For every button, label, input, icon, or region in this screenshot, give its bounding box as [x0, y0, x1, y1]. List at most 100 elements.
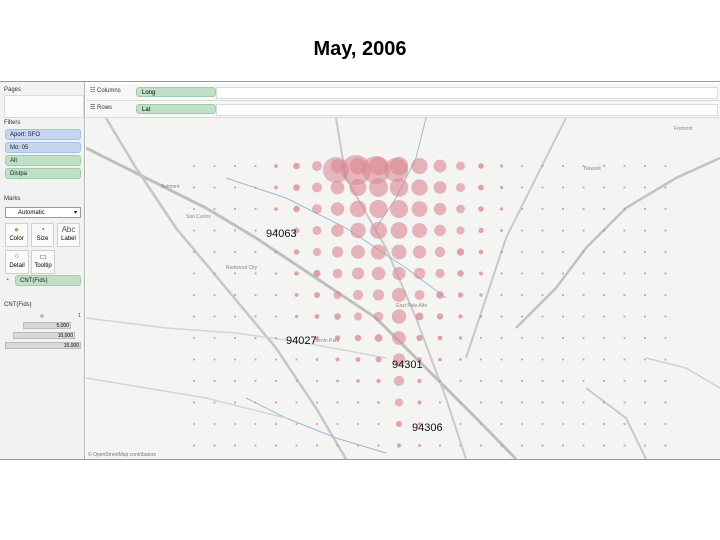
count-bubble[interactable]: [436, 313, 444, 320]
count-bubble[interactable]: [602, 336, 606, 340]
count-bubble[interactable]: [295, 444, 298, 447]
count-bubble[interactable]: [434, 224, 446, 237]
count-bubble[interactable]: [520, 250, 524, 254]
count-bubble[interactable]: [413, 267, 426, 280]
count-bubble[interactable]: [541, 250, 544, 254]
count-bubble[interactable]: [312, 204, 322, 214]
count-bubble[interactable]: [254, 272, 257, 275]
count-bubble[interactable]: [312, 161, 322, 171]
count-bubble[interactable]: [391, 309, 407, 324]
count-bubble[interactable]: [456, 226, 465, 235]
count-bubble[interactable]: [293, 184, 300, 191]
count-bubble[interactable]: [417, 400, 422, 405]
count-bubble[interactable]: [520, 315, 524, 318]
count-bubble[interactable]: [192, 401, 196, 404]
count-bubble[interactable]: [370, 244, 387, 260]
count-bubble[interactable]: [391, 244, 407, 260]
count-bubble[interactable]: [389, 178, 409, 197]
count-bubble[interactable]: [293, 205, 300, 213]
count-bubble[interactable]: [192, 422, 196, 426]
count-bubble[interactable]: [293, 162, 300, 170]
count-bubble[interactable]: [254, 293, 257, 297]
count-bubble[interactable]: [459, 444, 462, 447]
count-bubble[interactable]: [602, 207, 606, 211]
count-bubble[interactable]: [313, 269, 321, 278]
count-bubble[interactable]: [233, 379, 237, 383]
count-bubble[interactable]: [623, 186, 626, 189]
count-bubble[interactable]: [479, 379, 483, 383]
count-bubble[interactable]: [392, 331, 406, 345]
count-bubble[interactable]: [213, 315, 216, 318]
count-bubble[interactable]: [377, 422, 380, 426]
count-bubble[interactable]: [192, 229, 196, 232]
count-bubble[interactable]: [664, 164, 667, 168]
count-bubble[interactable]: [643, 401, 647, 404]
count-bubble[interactable]: [295, 422, 298, 426]
count-bubble[interactable]: [459, 358, 462, 361]
count-bubble[interactable]: [333, 290, 342, 300]
count-bubble[interactable]: [561, 358, 565, 361]
count-bubble[interactable]: [479, 336, 483, 340]
count-bubble[interactable]: [369, 199, 388, 219]
count-bubble[interactable]: [370, 222, 387, 239]
count-bubble[interactable]: [479, 358, 483, 361]
count-bubble[interactable]: [582, 444, 585, 447]
count-bubble[interactable]: [520, 336, 524, 340]
count-bubble[interactable]: [323, 157, 349, 183]
count-bubble[interactable]: [561, 315, 565, 318]
count-bubble[interactable]: [457, 270, 464, 277]
count-bubble[interactable]: [330, 180, 345, 195]
count-bubble[interactable]: [500, 422, 503, 426]
count-bubble[interactable]: [376, 378, 381, 384]
count-bubble[interactable]: [664, 186, 667, 189]
count-bubble[interactable]: [623, 164, 626, 168]
count-bubble[interactable]: [233, 186, 237, 189]
filter-pill[interactable]: Alt: [5, 155, 81, 166]
count-bubble[interactable]: [561, 229, 565, 232]
count-bubble[interactable]: [541, 358, 544, 361]
count-bubble[interactable]: [602, 229, 606, 232]
count-bubble[interactable]: [233, 272, 237, 275]
count-bubble[interactable]: [561, 401, 565, 404]
count-bubble[interactable]: [233, 164, 237, 168]
count-bubble[interactable]: [623, 336, 626, 340]
count-bubble[interactable]: [582, 379, 585, 383]
count-bubble[interactable]: [561, 444, 565, 447]
count-bubble[interactable]: [643, 336, 647, 340]
count-bubble[interactable]: [192, 444, 196, 447]
count-bubble[interactable]: [520, 358, 524, 361]
columns-drop-area[interactable]: [216, 87, 718, 99]
count-bubble[interactable]: [362, 156, 390, 184]
count-bubble[interactable]: [478, 227, 484, 234]
count-bubble[interactable]: [274, 422, 278, 426]
count-bubble[interactable]: [602, 401, 606, 404]
count-bubble[interactable]: [394, 398, 404, 407]
count-bubble[interactable]: [664, 358, 667, 361]
columns-pill[interactable]: Long: [136, 87, 216, 97]
count-bubble[interactable]: [561, 272, 565, 275]
count-bubble[interactable]: [356, 444, 360, 447]
count-bubble[interactable]: [500, 293, 503, 297]
count-bubble[interactable]: [664, 401, 667, 404]
count-bubble[interactable]: [192, 293, 196, 297]
count-bubble[interactable]: [643, 293, 647, 297]
count-bubble[interactable]: [274, 401, 278, 404]
count-bubble[interactable]: [479, 401, 483, 404]
count-bubble[interactable]: [349, 200, 367, 218]
count-bubble[interactable]: [213, 293, 216, 297]
count-bubble[interactable]: [479, 293, 483, 297]
label-button[interactable]: Abc Label: [57, 223, 80, 247]
count-bubble[interactable]: [294, 314, 299, 319]
count-bubble[interactable]: [192, 336, 196, 340]
count-bubble[interactable]: [411, 201, 428, 217]
count-bubble[interactable]: [375, 356, 382, 363]
count-bubble[interactable]: [254, 379, 257, 383]
count-bubble[interactable]: [274, 293, 278, 297]
size-button[interactable]: ◔ Size: [31, 223, 54, 247]
count-bubble[interactable]: [352, 289, 364, 301]
rows-drop-area[interactable]: [216, 104, 718, 116]
count-bubble[interactable]: [434, 246, 446, 258]
count-bubble[interactable]: [438, 422, 442, 426]
count-bubble[interactable]: [541, 379, 544, 383]
count-bubble[interactable]: [582, 164, 585, 168]
